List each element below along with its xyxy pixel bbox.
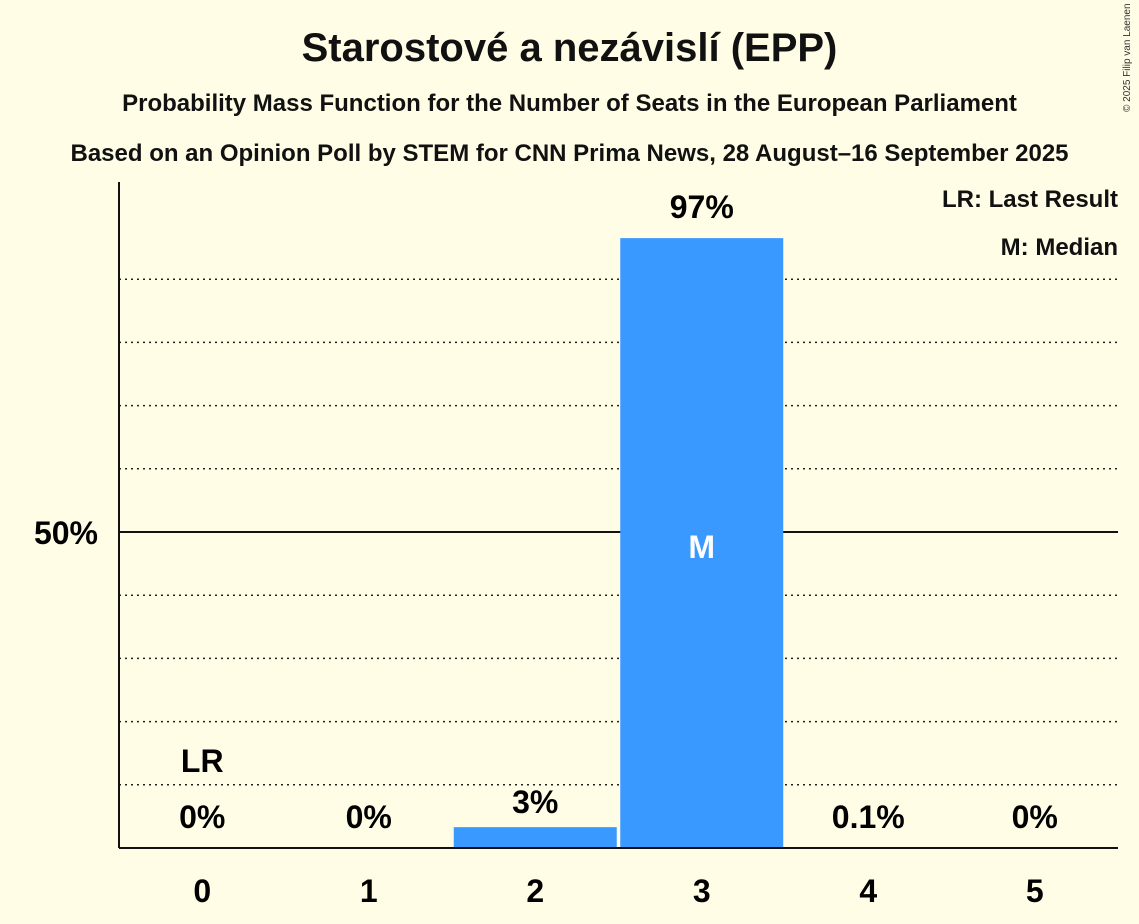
data-label-0: 0%	[179, 799, 225, 835]
legend-median: M: Median	[1000, 234, 1118, 261]
bar-2	[453, 827, 617, 848]
x-tick-label: 2	[526, 873, 544, 909]
chart-subtitle: Probability Mass Function for the Number…	[122, 90, 1017, 117]
chart-title: Starostové a nezávislí (EPP)	[301, 26, 838, 70]
data-label-5: 0%	[1012, 799, 1058, 835]
data-label-4: 0.1%	[832, 799, 905, 835]
x-tick-label: 4	[859, 873, 877, 909]
data-label-3: 97%	[670, 189, 734, 225]
median-marker: M	[688, 529, 715, 565]
x-tick-label: 1	[360, 873, 378, 909]
data-label-1: 0%	[346, 799, 392, 835]
x-tick-label: 5	[1026, 873, 1044, 909]
legend-last-result: LR: Last Result	[941, 186, 1118, 213]
y-tick-label: 50%	[34, 515, 98, 551]
chart-source: Based on an Opinion Poll by STEM for CNN…	[70, 140, 1069, 167]
data-label-2: 3%	[512, 784, 558, 820]
bar-3	[620, 238, 784, 848]
x-tick-label: 3	[693, 873, 711, 909]
last-result-marker: LR	[181, 743, 224, 779]
x-tick-label: 0	[193, 873, 211, 909]
